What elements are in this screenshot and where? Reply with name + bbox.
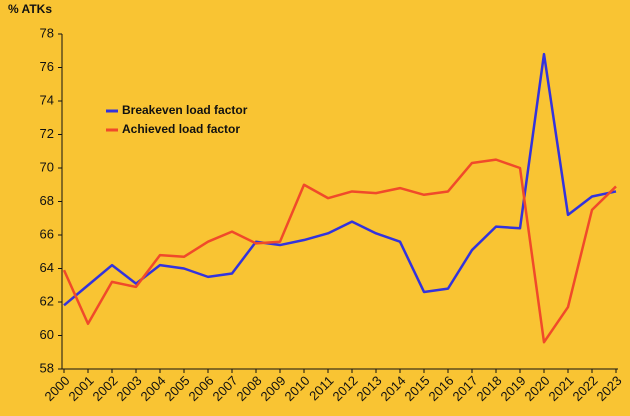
y-tick-label: 64 bbox=[40, 260, 54, 275]
x-tick-label: 2007 bbox=[209, 373, 240, 404]
y-tick-label: 76 bbox=[40, 59, 54, 74]
x-tick-label: 2001 bbox=[65, 373, 96, 404]
x-tick-label: 2000 bbox=[41, 373, 72, 404]
x-tick-label: 2004 bbox=[137, 373, 168, 404]
x-tick-label: 2023 bbox=[593, 373, 624, 404]
x-tick-label: 2003 bbox=[113, 373, 144, 404]
y-axis-label: % ATKs bbox=[8, 2, 52, 16]
y-tick-label: 74 bbox=[40, 92, 54, 107]
y-tick-label: 58 bbox=[40, 360, 54, 375]
x-tick-label: 2014 bbox=[377, 373, 408, 404]
x-tick-label: 2009 bbox=[257, 373, 288, 404]
x-tick-label: 2017 bbox=[449, 373, 480, 404]
y-tick-label: 62 bbox=[40, 293, 54, 308]
y-tick-label: 72 bbox=[40, 126, 54, 141]
y-tick-label: 66 bbox=[40, 226, 54, 241]
x-tick-label: 2018 bbox=[473, 373, 504, 404]
x-tick-label: 2019 bbox=[497, 373, 528, 404]
y-tick-label: 78 bbox=[40, 25, 54, 40]
x-tick-label: 2013 bbox=[353, 373, 384, 404]
x-tick-label: 2012 bbox=[329, 373, 360, 404]
data-line bbox=[62, 158, 617, 344]
x-tick-label: 2005 bbox=[161, 373, 192, 404]
y-tick-label: 68 bbox=[40, 193, 54, 208]
x-tick-label: 2008 bbox=[233, 373, 264, 404]
x-tick-label: 2002 bbox=[89, 373, 120, 404]
y-tick-label: 60 bbox=[40, 327, 54, 342]
y-tick-label: 70 bbox=[40, 159, 54, 174]
legend-label: Achieved load factor bbox=[122, 122, 240, 136]
legend-label: Breakeven load factor bbox=[122, 103, 248, 117]
x-tick-label: 2021 bbox=[545, 373, 576, 404]
x-tick-label: 2020 bbox=[521, 373, 552, 404]
x-tick-label: 2010 bbox=[281, 373, 312, 404]
x-tick-label: 2015 bbox=[401, 373, 432, 404]
x-tick-label: 2016 bbox=[425, 373, 456, 404]
x-tick-label: 2006 bbox=[185, 373, 216, 404]
x-tick-label: 2011 bbox=[306, 373, 336, 403]
x-tick-label: 2022 bbox=[569, 373, 600, 404]
